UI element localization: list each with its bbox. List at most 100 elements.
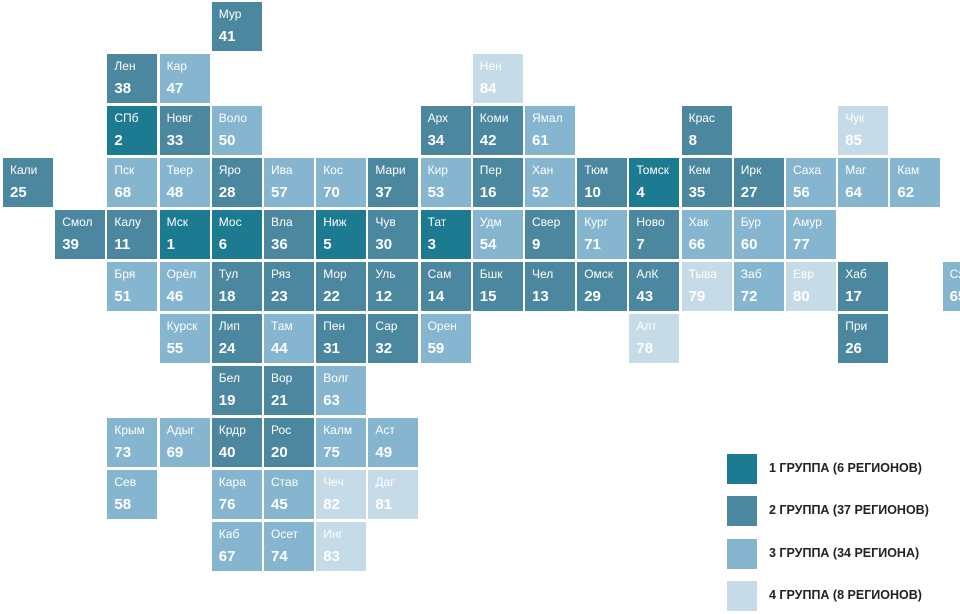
region-abbr: Уль <box>375 267 396 281</box>
region-rank: 74 <box>271 548 288 565</box>
region-tile: Тюм 10 <box>577 158 628 207</box>
region-abbr: При <box>845 319 868 333</box>
region-rank: 59 <box>427 340 445 357</box>
region-rank: 25 <box>10 184 27 201</box>
region-tile: Калу 11 <box>107 210 158 259</box>
region-tile: Лен 38 <box>107 54 158 103</box>
region-tile: Ирк 27 <box>733 158 784 207</box>
region-tile: СПб 2 <box>107 106 158 155</box>
region-tile: Тыва 79 <box>681 262 732 311</box>
region-abbr: Калу <box>114 215 142 229</box>
region-tile: Орёл 46 <box>159 262 210 311</box>
region-tile: Адыг 69 <box>159 418 210 467</box>
region-rank: 53 <box>427 184 445 201</box>
region-tile: Ямал 61 <box>525 106 575 155</box>
region-abbr: Смол <box>62 215 93 229</box>
legend-label-group-3: 3 ГРУППА (34 РЕГИОНА) <box>769 546 920 560</box>
region-tile: Даг 81 <box>368 470 419 519</box>
region-rank: 26 <box>845 340 862 357</box>
region-abbr: Воло <box>218 111 248 125</box>
region-tile: Крым 73 <box>107 418 158 467</box>
region-tile: Кам 62 <box>890 158 941 207</box>
region-abbr: Свер <box>532 215 561 229</box>
region-rank: 5 <box>323 236 332 253</box>
region-abbr: Яро <box>218 163 241 177</box>
region-tile: Кали 25 <box>3 158 53 207</box>
legend-label-group-4: 4 ГРУППА (8 РЕГИОНОВ) <box>769 588 922 602</box>
region-rank: 79 <box>688 288 706 305</box>
region-tile: Коми 42 <box>472 106 523 155</box>
region-abbr: Крас <box>688 111 715 125</box>
region-tile: Волг 63 <box>316 366 367 415</box>
region-rank: 56 <box>793 184 810 201</box>
region-abbr: Нен <box>479 59 502 73</box>
region-abbr: Бшк <box>479 267 503 281</box>
region-tile: Евр 80 <box>786 262 836 311</box>
region-tile: Кос 70 <box>316 158 367 207</box>
region-tile: Пер 16 <box>472 158 523 207</box>
region-abbr: Калм <box>323 423 353 437</box>
region-rank: 30 <box>375 236 393 253</box>
region-tile: Нен 84 <box>472 54 523 103</box>
region-rank: 37 <box>375 184 393 201</box>
region-abbr: Амур <box>793 215 822 229</box>
region-tile: Кара 76 <box>211 470 262 519</box>
region-rank: 29 <box>584 288 601 305</box>
region-rank: 36 <box>271 236 288 253</box>
region-rank: 76 <box>218 496 236 513</box>
region-abbr: Пск <box>114 163 135 177</box>
region-abbr: Даг <box>375 475 395 489</box>
legend-swatch-group-1 <box>727 454 757 484</box>
region-abbr: Пен <box>323 319 346 333</box>
legend-swatch-group-4 <box>727 581 757 611</box>
legend-swatch-group-3 <box>727 539 757 569</box>
region-abbr: Бел <box>218 371 240 385</box>
region-abbr: Хак <box>688 215 709 229</box>
legend-swatch-group-2 <box>727 496 757 526</box>
region-abbr: Саха <box>793 163 822 177</box>
region-rank: 39 <box>62 236 79 253</box>
region-rank: 7 <box>636 236 645 253</box>
region-tile: Крдр 40 <box>211 418 262 467</box>
region-rank: 18 <box>218 288 236 305</box>
region-tile: Сар 32 <box>368 314 419 363</box>
region-abbr: Сам <box>427 267 452 281</box>
region-tile: Тат 3 <box>420 210 471 259</box>
region-tile: Чеч 82 <box>316 470 367 519</box>
region-rank: 12 <box>375 288 393 305</box>
region-abbr: Там <box>271 319 293 333</box>
region-abbr: АлК <box>636 267 659 281</box>
region-tile: Вор 21 <box>264 366 314 415</box>
region-rank: 81 <box>375 496 393 513</box>
region-abbr: Схлн <box>949 267 960 281</box>
region-tile: Пен 31 <box>316 314 367 363</box>
region-tile: Новг 33 <box>159 106 210 155</box>
region-abbr: Мос <box>218 215 242 229</box>
region-rank: 64 <box>845 184 862 201</box>
region-abbr: Бря <box>114 267 136 281</box>
region-abbr: Мор <box>323 267 347 281</box>
region-tile: Твер 48 <box>159 158 210 207</box>
region-rank: 54 <box>479 236 497 253</box>
region-tile: Уль 12 <box>368 262 419 311</box>
region-rank: 83 <box>323 548 340 565</box>
region-tile: Там 44 <box>264 314 314 363</box>
region-rank: 19 <box>218 392 236 409</box>
region-abbr: Мари <box>375 163 406 177</box>
region-tile: Удм 54 <box>472 210 523 259</box>
region-rank: 6 <box>218 236 228 253</box>
region-abbr: Кара <box>218 475 246 489</box>
region-tile: Свер 9 <box>525 210 575 259</box>
region-abbr: Инг <box>323 527 343 541</box>
region-tile: Пск 68 <box>107 158 158 207</box>
legend-item-group-4: 4 ГРУППА (8 РЕГИОНОВ) <box>727 581 957 611</box>
region-abbr: Коми <box>479 111 509 125</box>
region-rank: 1 <box>166 236 175 253</box>
region-rank: 35 <box>688 184 706 201</box>
region-tile: Бур 60 <box>733 210 784 259</box>
region-rank: 23 <box>271 288 288 305</box>
region-rank: 13 <box>532 288 549 305</box>
region-rank: 62 <box>897 184 915 201</box>
region-rank: 46 <box>166 288 184 305</box>
